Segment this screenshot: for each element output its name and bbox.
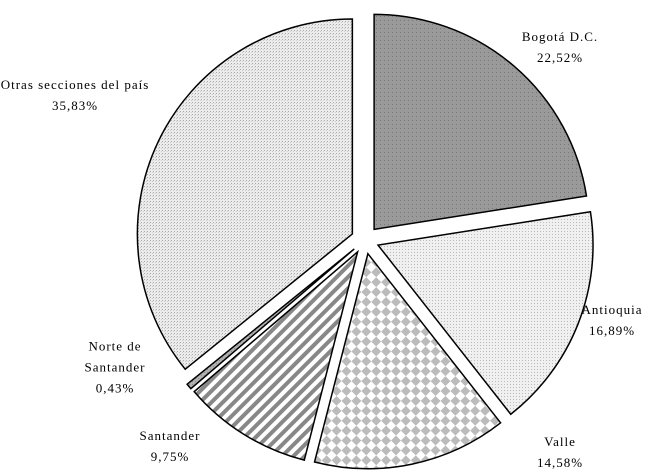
slice-pattern [373,13,588,231]
value-label: 9,75% [150,449,190,464]
slice-pattern [376,210,594,416]
slice-pattern [136,18,354,371]
category-label: Santander [139,428,201,443]
slice-label: Antioquia 16,89% [552,299,659,341]
category-label: Norte de Santander [84,338,146,375]
value-label: 35,83% [51,98,99,113]
value-label: 16,89% [588,323,636,338]
slice-label: Santander 9,75% [110,425,230,467]
category-label: Antioquia [581,302,643,317]
slice-pattern [193,249,359,462]
slice-label: Bogotá D.C. 22,52% [500,26,620,68]
slice-label: Norte de Santander 0,43% [70,336,160,399]
value-label: 22,52% [536,50,584,65]
slice-pattern [186,248,355,390]
value-label: 0,43% [95,380,135,396]
slice-label: Valle 14,58% [500,431,620,473]
slice-pattern [313,252,502,470]
slice-label: Otras secciones del país 35,83% [0,74,150,116]
value-label: 14,58% [536,455,584,470]
category-label: Otras secciones del país [0,77,150,92]
category-label: Bogotá D.C. [521,29,599,44]
category-label: Valle [544,434,576,449]
